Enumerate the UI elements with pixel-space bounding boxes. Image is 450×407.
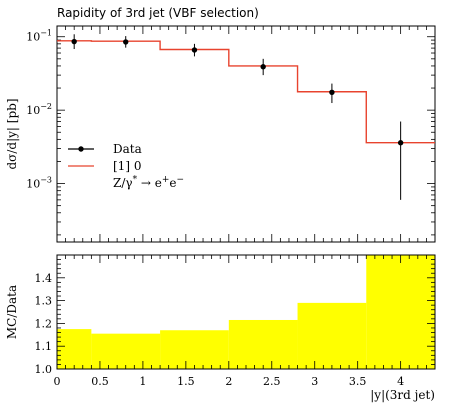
legend-process-label: Z/γ* → e+e− — [113, 175, 184, 190]
ratio-bar — [91, 333, 161, 369]
legend-data-label: Data — [113, 142, 142, 156]
ratio-x-ticks: 0 0.5 1 1.5 2 2.5 3 3.5 4 — [54, 255, 436, 388]
ratio-band — [57, 255, 435, 369]
main-panel: 10−1 10−2 10−3 dσ/d|y| [pb] Data [1] 0 Z/γ… — [5, 25, 436, 243]
ratio-y-tick-label: 1.2 — [35, 317, 53, 330]
x-tick-label: 2 — [225, 375, 232, 388]
main-y-ticks: 10−1 10−2 10−3 — [26, 29, 435, 236]
main-y-tick-label: 10−2 — [26, 102, 52, 117]
ratio-panel: 1.0 1.1 1.2 1.3 1.4 0 0.5 1 1.5 2 2.5 3 3.5 4 MC/Dat… — [5, 254, 436, 402]
main-panel-frame — [56, 25, 436, 243]
legend: Data [1] 0 Z/γ* → e+e− — [68, 142, 184, 190]
legend-data-marker — [78, 146, 84, 152]
ratio-y-tick-label: 1.3 — [35, 295, 53, 308]
ratio-bar — [57, 329, 92, 369]
main-y-axis-label: dσ/d|y| [pb] — [5, 98, 19, 169]
data-point — [329, 89, 335, 96]
ratio-bar — [228, 319, 298, 369]
main-y-tick-label: 10−3 — [26, 176, 52, 191]
data-point — [260, 64, 266, 70]
ratio-y-tick-label: 1.0 — [35, 363, 53, 376]
main-x-ticks — [56, 26, 436, 242]
data-point — [123, 39, 129, 45]
data-point — [191, 47, 198, 53]
x-tick-label: 1.5 — [177, 375, 195, 388]
x-tick-label: 0.5 — [91, 375, 109, 388]
x-tick-label: 0 — [54, 375, 61, 388]
data-point — [397, 140, 404, 146]
x-tick-label: 4 — [397, 375, 404, 388]
mc-histogram — [57, 40, 435, 144]
data-points — [71, 34, 404, 200]
x-tick-label: 2.5 — [263, 375, 281, 388]
ratio-y-ticks: 1.0 1.1 1.2 1.3 1.4 — [35, 254, 435, 376]
ratio-y-tick-label: 1.4 — [35, 272, 53, 285]
x-tick-label: 1 — [139, 375, 146, 388]
ratio-bar — [366, 255, 435, 369]
main-y-tick-label: 10−1 — [26, 29, 52, 44]
chart-title: Rapidity of 3rd jet (VBF selection) — [57, 6, 259, 20]
x-tick-label: 3 — [311, 375, 318, 388]
ratio-y-axis-label: MC/Data — [5, 285, 19, 339]
mc-step-line — [57, 40, 435, 144]
data-point — [71, 38, 77, 45]
ratio-bar — [297, 302, 367, 369]
x-tick-label: 3.5 — [349, 375, 367, 388]
ratio-y-tick-label: 1.1 — [35, 340, 53, 353]
x-axis-label: |y|(3rd jet) — [370, 388, 435, 402]
ratio-bar — [160, 330, 229, 369]
legend-mc-label: [1] 0 — [113, 159, 141, 173]
